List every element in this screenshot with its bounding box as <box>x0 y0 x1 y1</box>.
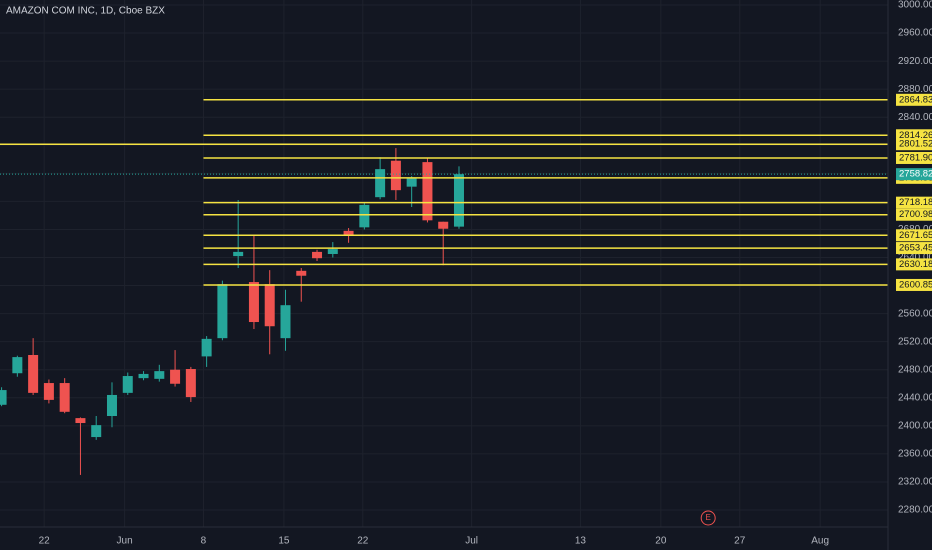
event-label: E <box>706 513 711 522</box>
level-label: 2671.65 <box>899 230 932 241</box>
x-tick-label: Jun <box>117 536 133 547</box>
y-tick-label: 2960.00 <box>898 28 932 39</box>
level-label: 2600.85 <box>899 279 932 290</box>
grid <box>0 0 888 527</box>
y-tick-label: 2640.00 <box>898 252 932 263</box>
candle-body <box>201 338 212 357</box>
x-tick-label: 22 <box>357 536 369 547</box>
candle-body <box>28 354 39 393</box>
x-tick-label: 20 <box>655 536 667 547</box>
level-label: 2781.90 <box>899 152 932 163</box>
candle-body <box>453 174 464 227</box>
x-tick-label: Jul <box>465 536 478 547</box>
y-tick-label: 2440.00 <box>898 392 932 403</box>
chart-title: AMAZON COM INC, 1D, Cboe BZX <box>6 6 165 17</box>
y-tick-label: 2840.00 <box>898 112 932 123</box>
level-label: 2718.18 <box>899 197 932 208</box>
candle-body <box>233 251 244 257</box>
candle-body <box>422 162 433 221</box>
plot <box>0 99 888 475</box>
candle-body <box>296 270 307 276</box>
candle-body <box>154 371 165 379</box>
level-label: 2630.18 <box>899 259 932 270</box>
y-tick-label: 2480.00 <box>898 364 932 375</box>
x-tick-label: Aug <box>811 536 829 547</box>
y-tick-label: 3000.00 <box>898 0 932 11</box>
y-tick-label: 2360.00 <box>898 449 932 460</box>
level-label: 2700.98 <box>899 209 932 220</box>
level-label-bg <box>896 138 932 151</box>
level-label: 2653.45 <box>899 243 932 254</box>
level-label-bg <box>896 93 932 106</box>
x-tick-label: 13 <box>575 536 587 547</box>
level-label-bg <box>896 151 932 164</box>
candle-body <box>248 282 259 323</box>
candle-body <box>106 394 117 417</box>
candle-body <box>406 178 417 187</box>
level-label-bg <box>896 258 932 271</box>
candle-body <box>138 373 149 379</box>
level-label-bg <box>896 229 932 242</box>
y-tick-label: 2880.00 <box>898 84 932 95</box>
axis-labels: 2280.00 2320.00 2360.00 2400.00 2440.00 2480.… <box>39 0 932 547</box>
candle-body <box>43 383 54 400</box>
candle-body <box>185 369 196 398</box>
last-price-label: 2758.82 <box>899 169 932 180</box>
event-marker <box>700 510 716 526</box>
candle-body <box>312 251 323 259</box>
level-label: 2801.52 <box>899 139 932 150</box>
y-tick-label: 2520.00 <box>898 336 932 347</box>
candle-body <box>59 383 70 412</box>
level-label-bg <box>896 242 932 255</box>
candle-body <box>280 305 291 339</box>
candle-body <box>91 425 102 438</box>
candle-body <box>12 357 23 374</box>
x-tick-label: 15 <box>278 536 290 547</box>
y-tick-label: 2920.00 <box>898 56 932 67</box>
candle-body <box>217 284 228 339</box>
x-tick-label: 8 <box>201 536 207 547</box>
candle-body <box>343 230 354 236</box>
candle-body <box>438 221 449 229</box>
level-label: 2814.26 <box>899 130 932 141</box>
candle-body <box>170 369 181 384</box>
level-label-bg <box>896 196 932 209</box>
y-tick-label: 2400.00 <box>898 420 932 431</box>
x-tick-label: 27 <box>734 536 746 547</box>
y-tick-label: 2280.00 <box>898 505 932 516</box>
last-price-label-bg <box>896 168 932 181</box>
candle-body <box>0 390 7 405</box>
candle-body <box>264 284 275 327</box>
level-label-bg <box>896 278 932 291</box>
candle-body <box>327 249 338 254</box>
candle-body <box>375 169 386 198</box>
candle-body <box>75 418 86 424</box>
level-label: 2864.83 <box>899 94 932 105</box>
x-tick-label: 22 <box>39 536 51 547</box>
candle-body <box>122 376 133 393</box>
candle-body <box>359 204 370 228</box>
y-tick-label: 2560.00 <box>898 308 932 319</box>
level-label-bg <box>896 208 932 221</box>
candle-body <box>390 160 401 191</box>
y-tick-label: 2320.00 <box>898 477 932 488</box>
